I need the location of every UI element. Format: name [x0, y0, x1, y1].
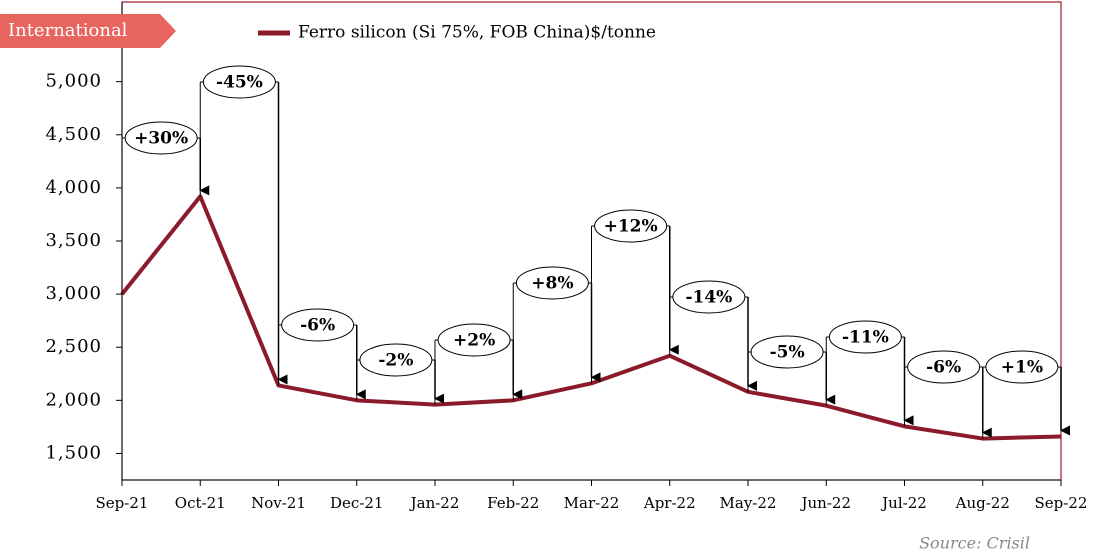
- y-tick-label: 2,500: [45, 336, 102, 357]
- bubble: [985, 350, 1059, 384]
- x-tick-label: Jun-22: [800, 494, 852, 512]
- bubble: [359, 343, 433, 377]
- annotation: -6%: [926, 358, 961, 378]
- x-tick-label: Oct-21: [175, 494, 226, 512]
- bubble: [515, 266, 589, 300]
- x-tick-label: Dec-21: [330, 494, 383, 512]
- bubble: [437, 323, 511, 357]
- annotation: -14%: [685, 288, 732, 308]
- x-tick-label: Nov-21: [251, 494, 306, 512]
- bubble: [202, 65, 276, 99]
- annotation: -11%: [842, 328, 889, 348]
- annotation: -2%: [378, 351, 413, 371]
- annotation: +1%: [1001, 358, 1043, 378]
- annotation: +12%: [604, 217, 658, 237]
- x-tick-label: Aug-22: [955, 494, 1010, 512]
- legend-label: Ferro silicon (Si 75%, FOB China)$/tonne: [298, 23, 656, 43]
- bubble: [907, 350, 981, 384]
- y-tick-label: 4,000: [45, 177, 102, 198]
- x-tick-label: Mar-22: [564, 494, 620, 512]
- x-tick-label: May-22: [720, 494, 777, 512]
- bubble: [672, 280, 746, 314]
- x-tick-label: Jul-22: [880, 494, 927, 512]
- bubble: [594, 209, 668, 243]
- tag: International: [8, 20, 128, 41]
- x-tick-label: Sep-21: [96, 494, 149, 512]
- annotation: -45%: [216, 73, 263, 93]
- bubble: [281, 308, 355, 342]
- source: Source: Crisil: [919, 534, 1030, 553]
- annotation: +2%: [453, 331, 495, 351]
- y-tick-label: 1,500: [45, 442, 102, 463]
- x-tick-label: Apr-22: [643, 494, 696, 512]
- x-tick-label: Feb-22: [487, 494, 539, 512]
- annotation: +30%: [134, 129, 188, 149]
- annotation: -5%: [770, 343, 805, 363]
- bubble: [124, 121, 198, 155]
- y-tick-label: 3,000: [45, 283, 102, 304]
- x-tick-label: Sep-22: [1035, 494, 1088, 512]
- y-tick-label: 2,000: [45, 389, 102, 410]
- x-tick-label: Jan-22: [409, 494, 460, 512]
- annotation: -6%: [300, 316, 335, 336]
- annotation: +8%: [531, 274, 573, 294]
- bubble: [750, 335, 824, 369]
- y-tick-label: 3,500: [45, 230, 102, 251]
- bubble: [828, 320, 902, 354]
- y-tick-label: 5,000: [45, 71, 102, 92]
- y-tick-label: 4,500: [45, 124, 102, 145]
- tag-box: [0, 14, 176, 48]
